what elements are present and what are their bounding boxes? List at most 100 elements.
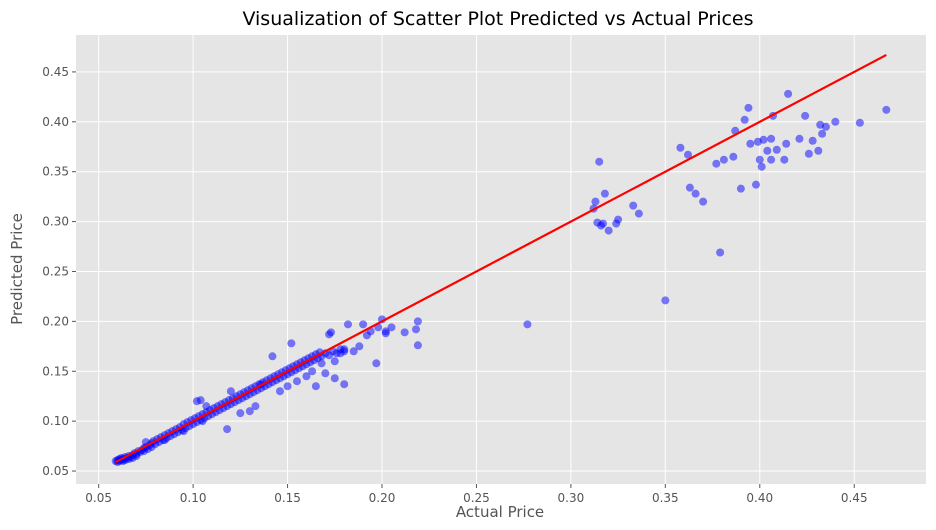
data-point	[772, 145, 781, 154]
x-axis-label: Actual Price	[456, 503, 544, 521]
data-point	[685, 183, 694, 192]
data-point	[327, 328, 335, 337]
chart-title: Visualization of Scatter Plot Predicted …	[242, 8, 753, 30]
x-tick-label: 0.05	[85, 491, 112, 505]
y-tick-label: 0.40	[42, 115, 69, 129]
data-point	[355, 342, 364, 351]
data-point	[340, 380, 349, 389]
data-point	[599, 219, 607, 228]
data-point	[372, 359, 381, 368]
data-point	[784, 89, 793, 98]
x-tick-label: 0.30	[558, 491, 585, 505]
data-point	[855, 118, 864, 127]
data-point	[226, 387, 235, 396]
data-point	[763, 146, 772, 155]
data-point	[400, 328, 409, 337]
data-point	[196, 396, 205, 405]
data-point	[821, 122, 830, 131]
data-point	[818, 129, 827, 138]
y-tick-label: 0.25	[42, 264, 69, 278]
data-point	[755, 155, 764, 164]
y-tick-label: 0.45	[42, 65, 69, 79]
y-axis: 0.05 0.10 0.15 0.20 0.25 0.30 0.35 0.40 0.45	[42, 65, 76, 478]
data-point	[691, 189, 700, 198]
data-point	[198, 417, 207, 426]
data-point	[344, 320, 352, 329]
x-tick-label: 0.15	[274, 491, 301, 505]
data-point	[413, 341, 422, 350]
data-point	[359, 320, 368, 329]
data-point	[387, 323, 396, 332]
y-tick-label: 0.15	[42, 364, 69, 378]
data-point	[276, 387, 284, 396]
data-point	[413, 317, 422, 326]
data-point	[317, 359, 326, 368]
data-point	[604, 226, 613, 235]
data-point	[268, 352, 277, 361]
data-point	[330, 374, 339, 383]
data-point	[719, 155, 728, 164]
data-point	[293, 377, 301, 386]
data-point	[634, 209, 643, 218]
data-point	[661, 296, 670, 305]
data-point	[699, 197, 708, 206]
data-point	[801, 111, 810, 120]
data-point	[591, 197, 600, 206]
data-point	[614, 215, 623, 224]
data-point	[245, 407, 254, 416]
data-point	[729, 152, 738, 161]
data-point	[311, 382, 320, 391]
data-point	[767, 155, 776, 164]
data-point	[782, 139, 791, 148]
data-point	[308, 367, 317, 376]
data-point	[740, 115, 749, 124]
data-point	[330, 357, 339, 366]
x-tick-label: 0.20	[369, 491, 396, 505]
data-point	[412, 325, 420, 334]
data-point	[595, 157, 604, 166]
data-point	[795, 134, 804, 143]
data-point	[780, 155, 789, 164]
data-point	[523, 320, 532, 329]
y-tick-label: 0.10	[42, 414, 69, 428]
data-point	[767, 134, 776, 143]
x-axis: 0.05 0.10 0.15 0.20 0.25 0.30 0.35 0.40 0.45	[85, 484, 868, 505]
grid	[76, 35, 926, 484]
data-point	[808, 136, 817, 145]
y-tick-label: 0.30	[42, 215, 69, 229]
data-point	[381, 327, 390, 336]
data-point	[746, 139, 755, 148]
data-point	[321, 369, 330, 378]
data-point	[712, 159, 721, 168]
data-point	[202, 402, 211, 411]
data-point	[716, 248, 725, 257]
data-point	[814, 146, 823, 155]
data-point	[804, 149, 813, 158]
reference-line	[115, 53, 887, 464]
data-point	[349, 347, 358, 356]
data-point	[831, 117, 840, 126]
data-point	[179, 427, 188, 436]
y-tick-label: 0.05	[42, 464, 69, 478]
data-point	[757, 162, 766, 171]
data-point	[340, 345, 349, 354]
data-point	[236, 409, 245, 418]
y-axis-label: Predicted Price	[8, 213, 26, 325]
y-tick-label: 0.20	[42, 314, 69, 328]
data-point	[676, 143, 685, 152]
y-tick-label: 0.35	[42, 165, 69, 179]
data-point	[302, 372, 311, 381]
x-tick-label: 0.40	[746, 491, 773, 505]
data-point	[223, 425, 232, 434]
data-point	[736, 184, 745, 193]
data-point	[752, 180, 760, 189]
x-tick-label: 0.10	[180, 491, 207, 505]
data-point	[629, 201, 638, 210]
data-point	[283, 382, 292, 391]
x-tick-label: 0.25	[463, 491, 490, 505]
data-point	[759, 135, 768, 144]
x-tick-label: 0.45	[841, 491, 868, 505]
data-point	[882, 105, 891, 114]
data-point	[251, 402, 260, 411]
